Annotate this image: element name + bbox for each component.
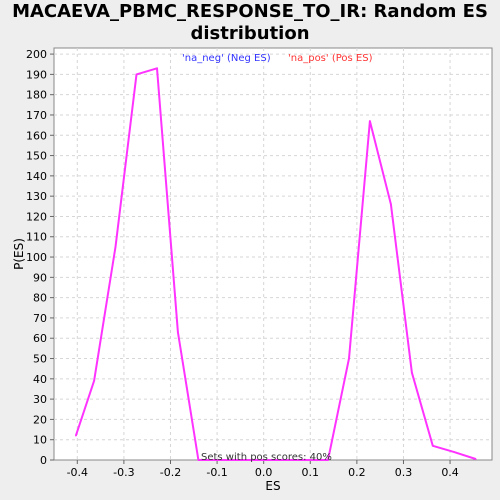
data-point bbox=[239, 459, 242, 461]
x-tick-label: 0.4 bbox=[441, 466, 459, 479]
y-tick-label: 180 bbox=[26, 89, 47, 102]
data-point bbox=[262, 459, 265, 461]
y-tick-label: 30 bbox=[33, 393, 47, 406]
x-tick-label: -0.4 bbox=[67, 466, 88, 479]
chart-title-line-2: distribution bbox=[190, 23, 310, 44]
data-point bbox=[411, 371, 413, 374]
x-tick-label: 0.1 bbox=[302, 466, 320, 479]
x-axis-title: ES bbox=[265, 479, 280, 493]
data-point bbox=[390, 203, 392, 206]
pos-score-annotation: Sets with pos scores: 40% bbox=[201, 452, 332, 463]
data-point bbox=[197, 459, 200, 461]
legend-entry-neg: 'na_neg' (Neg ES) bbox=[182, 53, 271, 64]
y-tick-label: 20 bbox=[33, 413, 47, 426]
y-tick-label: 120 bbox=[26, 210, 47, 223]
data-point bbox=[177, 331, 179, 333]
y-tick-label: 200 bbox=[26, 48, 47, 61]
y-tick-label: 160 bbox=[26, 129, 47, 142]
axes: 0 10 20 30 40 50 60 70 80 90 100 110 120 130 140 150 160… bbox=[26, 48, 459, 479]
y-tick-label: 170 bbox=[26, 109, 47, 122]
legend-entry-pos: 'na_pos' (Pos ES) bbox=[288, 53, 373, 64]
data-point bbox=[156, 67, 158, 70]
data-point bbox=[452, 451, 455, 453]
y-tick-label: 150 bbox=[26, 150, 47, 163]
y-tick-label: 110 bbox=[26, 231, 47, 244]
y-tick-label: 90 bbox=[33, 271, 47, 284]
data-point bbox=[135, 73, 138, 76]
y-tick-label: 140 bbox=[26, 170, 47, 183]
y-tick-label: 10 bbox=[33, 434, 47, 447]
y-tick-label: 80 bbox=[33, 292, 47, 305]
data-point bbox=[432, 444, 434, 447]
series-layer bbox=[74, 67, 477, 461]
data-point bbox=[218, 459, 221, 461]
y-tick-label: 60 bbox=[33, 332, 47, 345]
x-tick-label: -0.3 bbox=[113, 466, 134, 479]
plot-area bbox=[53, 47, 493, 461]
data-point bbox=[474, 458, 477, 460]
data-point bbox=[307, 459, 309, 461]
x-tick-label: 0.2 bbox=[348, 466, 366, 479]
y-tick-label: 40 bbox=[33, 373, 47, 386]
x-tick-label: -0.1 bbox=[206, 466, 227, 479]
grid bbox=[54, 48, 492, 460]
x-tick-label: -0.2 bbox=[160, 466, 181, 479]
chart-title-line-1: MACAEVA_PBMC_RESPONSE_TO_IR: Random ES bbox=[12, 1, 488, 22]
series-line bbox=[74, 67, 477, 461]
data-point bbox=[75, 434, 77, 437]
y-tick-label: 130 bbox=[26, 190, 47, 203]
y-tick-label: 70 bbox=[33, 312, 47, 325]
data-point bbox=[369, 120, 371, 122]
data-point bbox=[114, 246, 117, 248]
chart-title: MACAEVA_PBMC_RESPONSE_TO_IR: Random ES d… bbox=[0, 1, 500, 45]
y-axis-title: P(ES) bbox=[12, 238, 26, 270]
x-tick-label: 0.3 bbox=[395, 466, 413, 479]
y-tick-label: 190 bbox=[26, 68, 47, 81]
data-point bbox=[348, 357, 350, 360]
y-tick-label: 100 bbox=[26, 251, 47, 264]
x-tick-label: 0.0 bbox=[255, 466, 273, 479]
y-tick-label: 0 bbox=[40, 454, 47, 467]
y-tick-label: 50 bbox=[33, 353, 47, 366]
data-point bbox=[327, 459, 329, 461]
data-point bbox=[93, 380, 95, 382]
data-point bbox=[286, 459, 288, 461]
